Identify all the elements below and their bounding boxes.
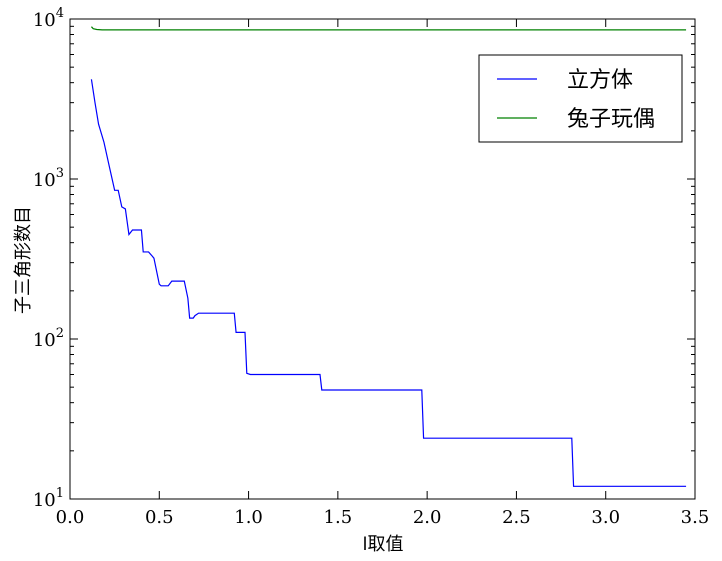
legend-label-bunny: 兔子玩偶 [567,107,655,132]
legend-label-cube: 立方体 [567,68,633,93]
legend: 立方体 兔子玩偶 [478,54,683,143]
y-tick-label: 101 [33,486,64,511]
y-tick-label: 103 [33,166,64,191]
x-tick-label: 3.0 [591,507,620,528]
series-line-cube [90,79,687,487]
x-tick-label: 0.5 [145,507,174,528]
legend-box [478,54,683,143]
series-layer [90,26,687,487]
x-tick-label: 2.5 [502,507,531,528]
series-line-bunny [90,26,687,31]
y-tick-label: 104 [33,6,64,31]
y-tick-label: 102 [33,326,64,351]
tick-label-layer: 0.0 0.5 1.0 1.5 2.0 2.5 3.0 3.5 101 102 103 104 [33,6,710,528]
x-tick-label: 0.0 [56,507,85,528]
x-tick-label: 2.0 [413,507,442,528]
y-axis-label: 子三角形数目 [13,206,34,314]
x-tick-label: 1.5 [324,507,353,528]
plot-frame [69,18,696,500]
x-axis-label: l取值 [362,534,403,555]
x-tick-label: 3.5 [681,507,710,528]
x-tick-label: 1.0 [234,507,263,528]
